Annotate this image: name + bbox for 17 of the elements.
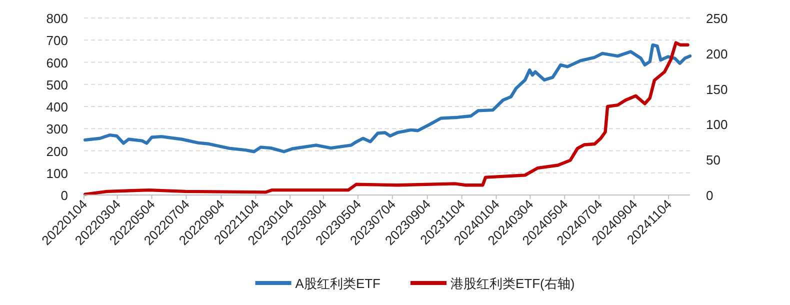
y-tick-label: 600 <box>46 55 68 70</box>
y-tick-label: 500 <box>46 77 68 92</box>
y-tick-label: 100 <box>46 166 68 181</box>
y-tick-label: 0 <box>60 188 68 203</box>
legend-label: 港股红利类ETF(右轴) <box>450 276 575 291</box>
y-tick-label: 300 <box>46 122 68 137</box>
y2-tick-label: 200 <box>706 46 728 62</box>
y-tick-label: 800 <box>46 11 68 26</box>
y2-tick-label: 250 <box>706 11 728 26</box>
y-tick-label: 700 <box>46 33 68 48</box>
y2-tick-label: 0 <box>706 188 714 203</box>
y2-tick-label: 100 <box>706 117 728 132</box>
y2-tick-label: 50 <box>706 152 720 168</box>
legend-label: A股红利类ETF <box>295 276 381 291</box>
y2-tick-label: 150 <box>706 82 728 97</box>
y-tick-label: 200 <box>46 144 68 159</box>
y-tick-label: 400 <box>46 100 68 114</box>
